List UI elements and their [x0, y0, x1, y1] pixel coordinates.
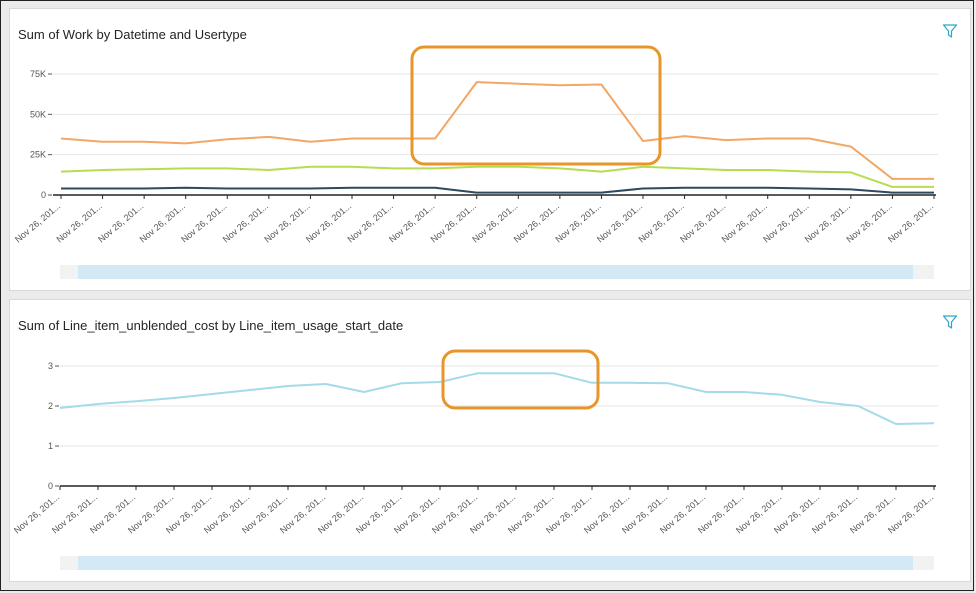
y-tick-label: 25K [30, 150, 46, 160]
chart-title: Sum of Line_item_unblended_cost by Line_… [18, 318, 404, 333]
chart-card-cost[interactable]: Sum of Line_item_unblended_cost by Line_… [9, 299, 971, 582]
filter-icon[interactable] [942, 23, 958, 39]
y-tick-label: 50K [30, 109, 46, 119]
series-line-2 [60, 165, 934, 188]
filter-icon[interactable] [942, 314, 958, 330]
y-tick-label: 0 [41, 190, 46, 200]
highlight-box [441, 349, 600, 410]
x-tick-label: Nov 26, 201... [886, 201, 935, 245]
chart-title: Sum of Work by Datetime and Usertype [18, 27, 247, 42]
highlight-box [410, 45, 662, 166]
chart-card-work[interactable]: Sum of Work by Datetime and Usertype 0 25… [9, 8, 971, 291]
series-line-1 [59, 372, 935, 425]
scrollbar-thumb[interactable] [78, 556, 913, 570]
y-tick-label: 3 [48, 361, 53, 371]
horizontal-scrollbar[interactable] [60, 265, 934, 279]
y-tick-label: 0 [48, 481, 53, 491]
series-line-3 [61, 186, 934, 194]
horizontal-scrollbar[interactable] [60, 556, 934, 570]
y-tick-label: 2 [48, 401, 53, 411]
scrollbar-thumb[interactable] [78, 265, 913, 279]
y-tick-label: 1 [48, 441, 53, 451]
y-tick-label: 75K [30, 69, 46, 79]
series-line-1 [60, 81, 934, 180]
